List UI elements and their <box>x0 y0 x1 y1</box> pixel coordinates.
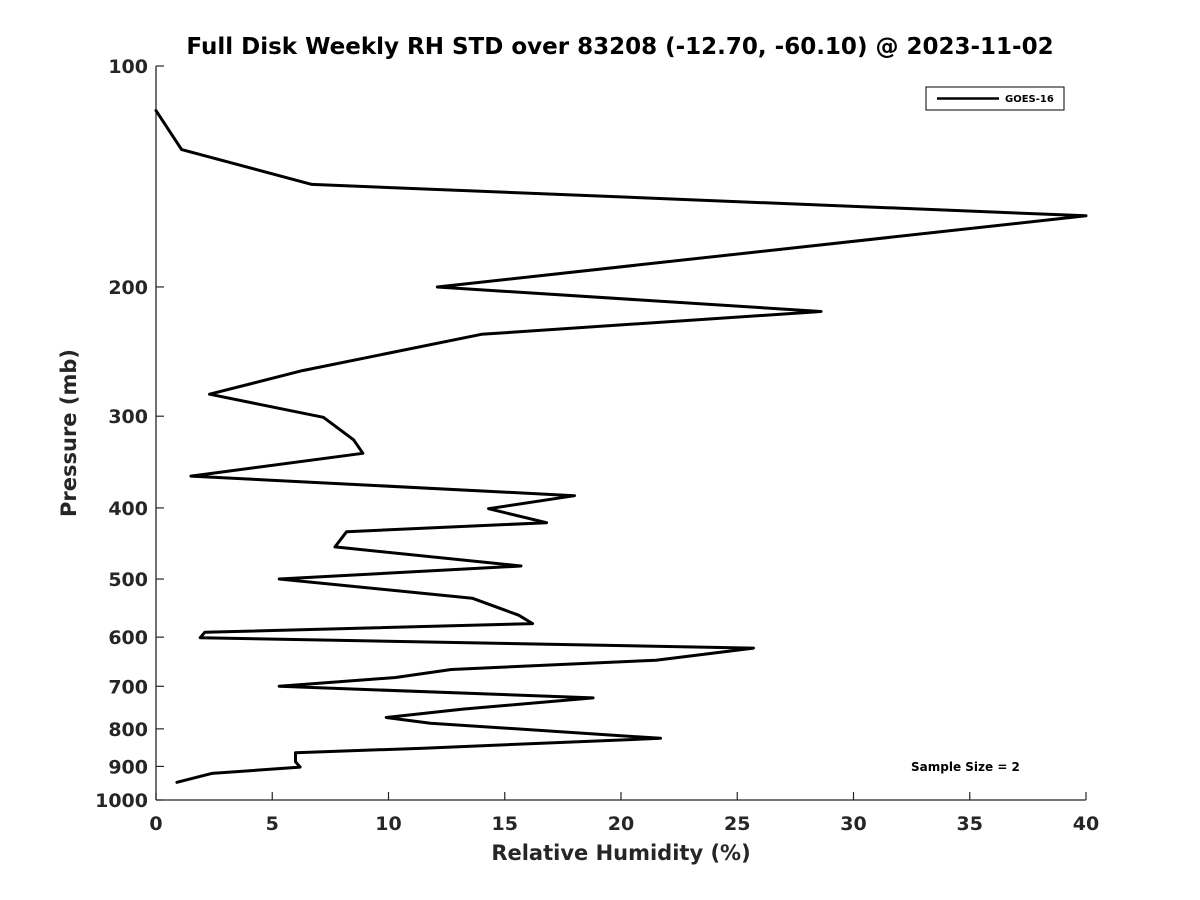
x-tick-label: 10 <box>375 813 401 835</box>
x-tick-label: 40 <box>1073 813 1099 835</box>
sample-size-annotation: Sample Size = 2 <box>911 760 1020 774</box>
x-tick-label: 0 <box>149 813 162 835</box>
y-tick-label: 1000 <box>95 790 148 812</box>
y-tick-label: 400 <box>108 498 148 520</box>
series-line-goes-16 <box>154 109 1088 784</box>
x-ticks: 0 5 10 15 20 25 30 35 40 <box>149 792 1099 835</box>
y-tick-label: 500 <box>108 569 148 591</box>
y-tick-label: 100 <box>108 56 148 78</box>
y-axis-label: Pressure (mb) <box>57 349 81 517</box>
x-tick-label: 25 <box>724 813 750 835</box>
y-tick-label: 200 <box>108 277 148 299</box>
x-axis-label: Relative Humidity (%) <box>491 841 750 865</box>
x-tick-label: 15 <box>492 813 518 835</box>
chart-title: Full Disk Weekly RH STD over 83208 (-12.… <box>186 34 1053 60</box>
y-tick-label: 600 <box>108 627 148 649</box>
series-layer <box>154 109 1088 784</box>
x-tick-label: 30 <box>840 813 866 835</box>
legend-label-goes-16: GOES-16 <box>1005 94 1054 105</box>
y-tick-label: 800 <box>108 719 148 741</box>
y-tick-label: 700 <box>108 676 148 698</box>
x-tick-label: 35 <box>957 813 983 835</box>
legend: GOES-16 <box>925 86 1065 111</box>
x-tick-label: 20 <box>608 813 634 835</box>
y-ticks: 100 200 300 400 500 600 700 800 900 1000 <box>95 56 164 812</box>
y-tick-label: 900 <box>108 756 148 778</box>
x-tick-label: 5 <box>266 813 279 835</box>
y-tick-label: 300 <box>108 406 148 428</box>
